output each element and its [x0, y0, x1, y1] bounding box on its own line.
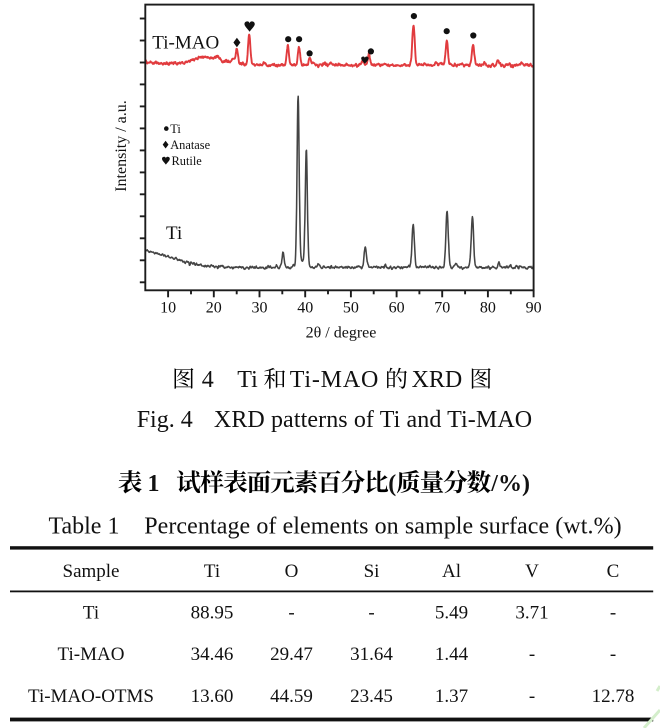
svg-text:1: 1: [148, 471, 160, 497]
svg-text:Percentage of elements on samp: Percentage of elements on sample surface…: [144, 514, 622, 540]
svg-text:10: 10: [160, 300, 176, 317]
svg-text:5.49: 5.49: [435, 602, 468, 623]
svg-text:4: 4: [202, 367, 214, 393]
svg-text:70: 70: [434, 300, 450, 317]
svg-text:80: 80: [480, 300, 496, 317]
svg-text:Ti: Ti: [170, 122, 181, 136]
svg-text:31.64: 31.64: [350, 644, 393, 665]
svg-text:88.95: 88.95: [191, 602, 234, 623]
svg-text:34.46: 34.46: [191, 644, 234, 665]
svg-text:1.44: 1.44: [435, 644, 469, 665]
svg-text:Ti: Ti: [204, 561, 220, 582]
svg-text:XRD: XRD: [412, 367, 463, 393]
svg-text:Intensity / a.u.: Intensity / a.u.: [113, 100, 130, 192]
svg-text:Fig. 4: Fig. 4: [137, 407, 193, 433]
svg-text:-: -: [610, 602, 616, 623]
svg-text:Si: Si: [364, 561, 380, 582]
svg-text:-: -: [610, 644, 616, 665]
svg-text:Rutile: Rutile: [172, 154, 203, 168]
svg-text:Ti: Ti: [166, 223, 182, 244]
svg-text:2θ / degree: 2θ / degree: [306, 325, 377, 342]
svg-text:44.59: 44.59: [270, 686, 313, 707]
svg-text:30: 30: [252, 300, 268, 317]
svg-text:Anatase: Anatase: [170, 138, 210, 152]
svg-text:3.71: 3.71: [515, 602, 548, 623]
svg-text:40: 40: [297, 300, 313, 317]
svg-text:13.60: 13.60: [191, 686, 234, 707]
svg-text:Ti: Ti: [237, 367, 258, 393]
svg-text:O: O: [285, 561, 299, 582]
svg-text:XRD patterns of Ti and Ti-MAO: XRD patterns of Ti and Ti-MAO: [214, 407, 532, 433]
svg-text:29.47: 29.47: [270, 644, 313, 665]
svg-text:-: -: [529, 644, 535, 665]
svg-text:Ti-MAO: Ti-MAO: [58, 644, 125, 665]
svg-text:C: C: [607, 561, 620, 582]
svg-text:90: 90: [526, 300, 542, 317]
svg-text:(: (: [388, 471, 396, 497]
svg-text:Sample: Sample: [63, 561, 120, 582]
svg-text:/%): /%): [490, 471, 530, 497]
svg-text:60: 60: [389, 300, 405, 317]
svg-text:-: -: [529, 686, 535, 707]
svg-text:Al: Al: [442, 561, 461, 582]
svg-text:Table 1: Table 1: [49, 514, 120, 540]
svg-text:Ti-MAO: Ti-MAO: [152, 33, 219, 54]
svg-text:23.45: 23.45: [350, 686, 393, 707]
svg-text:Ti-MAO-OTMS: Ti-MAO-OTMS: [28, 686, 154, 707]
svg-text:V: V: [525, 561, 539, 582]
svg-text:Ti: Ti: [83, 602, 99, 623]
svg-text:20: 20: [206, 300, 222, 317]
svg-text:Ti-MAO: Ti-MAO: [290, 367, 379, 393]
svg-text:-: -: [368, 602, 374, 623]
svg-text:12.78: 12.78: [592, 686, 635, 707]
svg-text:50: 50: [343, 300, 359, 317]
svg-text:-: -: [288, 602, 294, 623]
svg-text:1.37: 1.37: [435, 686, 468, 707]
